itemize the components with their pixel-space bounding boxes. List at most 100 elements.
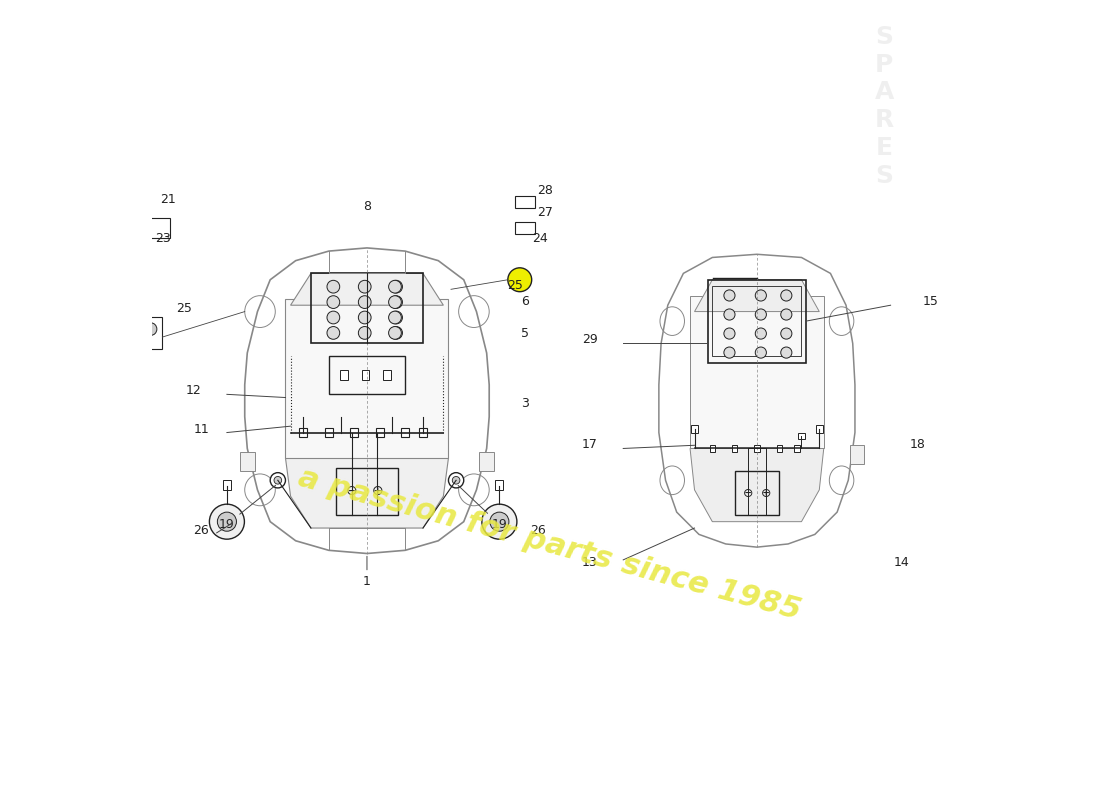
Bar	[713, 286, 802, 356]
Text: 19: 19	[219, 486, 276, 531]
Bar	[735, 470, 779, 515]
Text: 6: 6	[521, 295, 529, 308]
Bar	[515, 196, 535, 208]
Circle shape	[724, 328, 735, 339]
Circle shape	[327, 326, 340, 339]
PathPatch shape	[690, 449, 824, 522]
Text: 18: 18	[910, 438, 925, 451]
Bar	[816, 425, 823, 433]
Text: 28: 28	[537, 184, 553, 197]
Circle shape	[756, 328, 767, 339]
Text: 3: 3	[521, 397, 529, 410]
Text: 21: 21	[161, 194, 176, 206]
Bar	[139, 317, 163, 349]
Circle shape	[389, 311, 403, 324]
Bar	[515, 222, 535, 234]
Circle shape	[756, 290, 767, 301]
Bar	[478, 452, 494, 470]
Bar	[850, 446, 864, 464]
Text: 13: 13	[582, 556, 597, 570]
PathPatch shape	[290, 274, 443, 306]
Circle shape	[490, 512, 509, 531]
Bar	[419, 428, 427, 438]
Text: 26: 26	[530, 525, 546, 538]
Text: 29: 29	[582, 334, 597, 346]
Text: 12: 12	[186, 384, 201, 398]
Circle shape	[389, 280, 403, 293]
Circle shape	[781, 347, 792, 358]
Bar	[324, 428, 332, 438]
Circle shape	[756, 347, 767, 358]
Text: 1: 1	[363, 556, 371, 588]
Circle shape	[724, 347, 735, 358]
Bar	[691, 425, 697, 433]
Text: 24: 24	[532, 231, 548, 245]
Circle shape	[724, 309, 735, 320]
Text: ⊖: ⊖	[345, 485, 358, 498]
Bar	[351, 428, 359, 438]
Circle shape	[144, 322, 157, 335]
Text: 5: 5	[521, 327, 529, 340]
Bar	[383, 370, 390, 380]
Bar	[710, 445, 715, 452]
Bar	[402, 428, 409, 438]
Bar	[777, 445, 782, 452]
Circle shape	[218, 512, 236, 531]
Bar	[690, 296, 824, 449]
Bar	[794, 445, 800, 452]
Circle shape	[781, 328, 792, 339]
Text: a passion for parts since 1985: a passion for parts since 1985	[296, 462, 804, 625]
Text: 14: 14	[894, 556, 910, 570]
Text: 11: 11	[194, 422, 209, 435]
Circle shape	[388, 296, 401, 309]
Bar	[240, 452, 255, 470]
Bar	[376, 428, 384, 438]
Text: 15: 15	[923, 295, 938, 308]
Circle shape	[209, 504, 244, 539]
Circle shape	[449, 473, 464, 488]
Bar	[495, 480, 504, 490]
Circle shape	[388, 280, 401, 293]
PathPatch shape	[659, 254, 855, 547]
Bar	[708, 280, 806, 362]
Circle shape	[327, 311, 340, 324]
Bar	[286, 299, 449, 458]
Bar	[755, 445, 760, 452]
Text: 26: 26	[194, 525, 209, 538]
Bar	[299, 428, 307, 438]
Circle shape	[508, 268, 531, 292]
Circle shape	[452, 477, 460, 484]
Circle shape	[327, 296, 340, 309]
PathPatch shape	[694, 280, 820, 311]
Text: ⊕: ⊕	[760, 486, 771, 499]
Circle shape	[724, 290, 735, 301]
Bar	[129, 242, 147, 274]
Text: 8: 8	[363, 200, 371, 213]
Text: 25: 25	[507, 279, 522, 292]
Circle shape	[359, 280, 371, 293]
Circle shape	[388, 311, 401, 324]
Circle shape	[359, 326, 371, 339]
Circle shape	[389, 296, 403, 309]
Circle shape	[781, 290, 792, 301]
Circle shape	[274, 477, 282, 484]
Bar	[139, 218, 170, 238]
Text: 17: 17	[582, 438, 597, 451]
Circle shape	[388, 326, 401, 339]
Bar	[362, 370, 370, 380]
Circle shape	[359, 296, 371, 309]
Bar	[329, 356, 405, 394]
Text: ⊕: ⊕	[372, 485, 383, 498]
PathPatch shape	[244, 248, 490, 554]
Circle shape	[482, 504, 517, 539]
Bar	[340, 370, 348, 380]
Circle shape	[781, 309, 792, 320]
Bar	[732, 445, 737, 452]
PathPatch shape	[286, 458, 449, 528]
Text: 23: 23	[155, 231, 172, 245]
Text: 19: 19	[458, 486, 507, 531]
Bar	[799, 433, 805, 439]
Text: 25: 25	[176, 302, 191, 314]
Circle shape	[271, 473, 286, 488]
Bar	[223, 480, 231, 490]
